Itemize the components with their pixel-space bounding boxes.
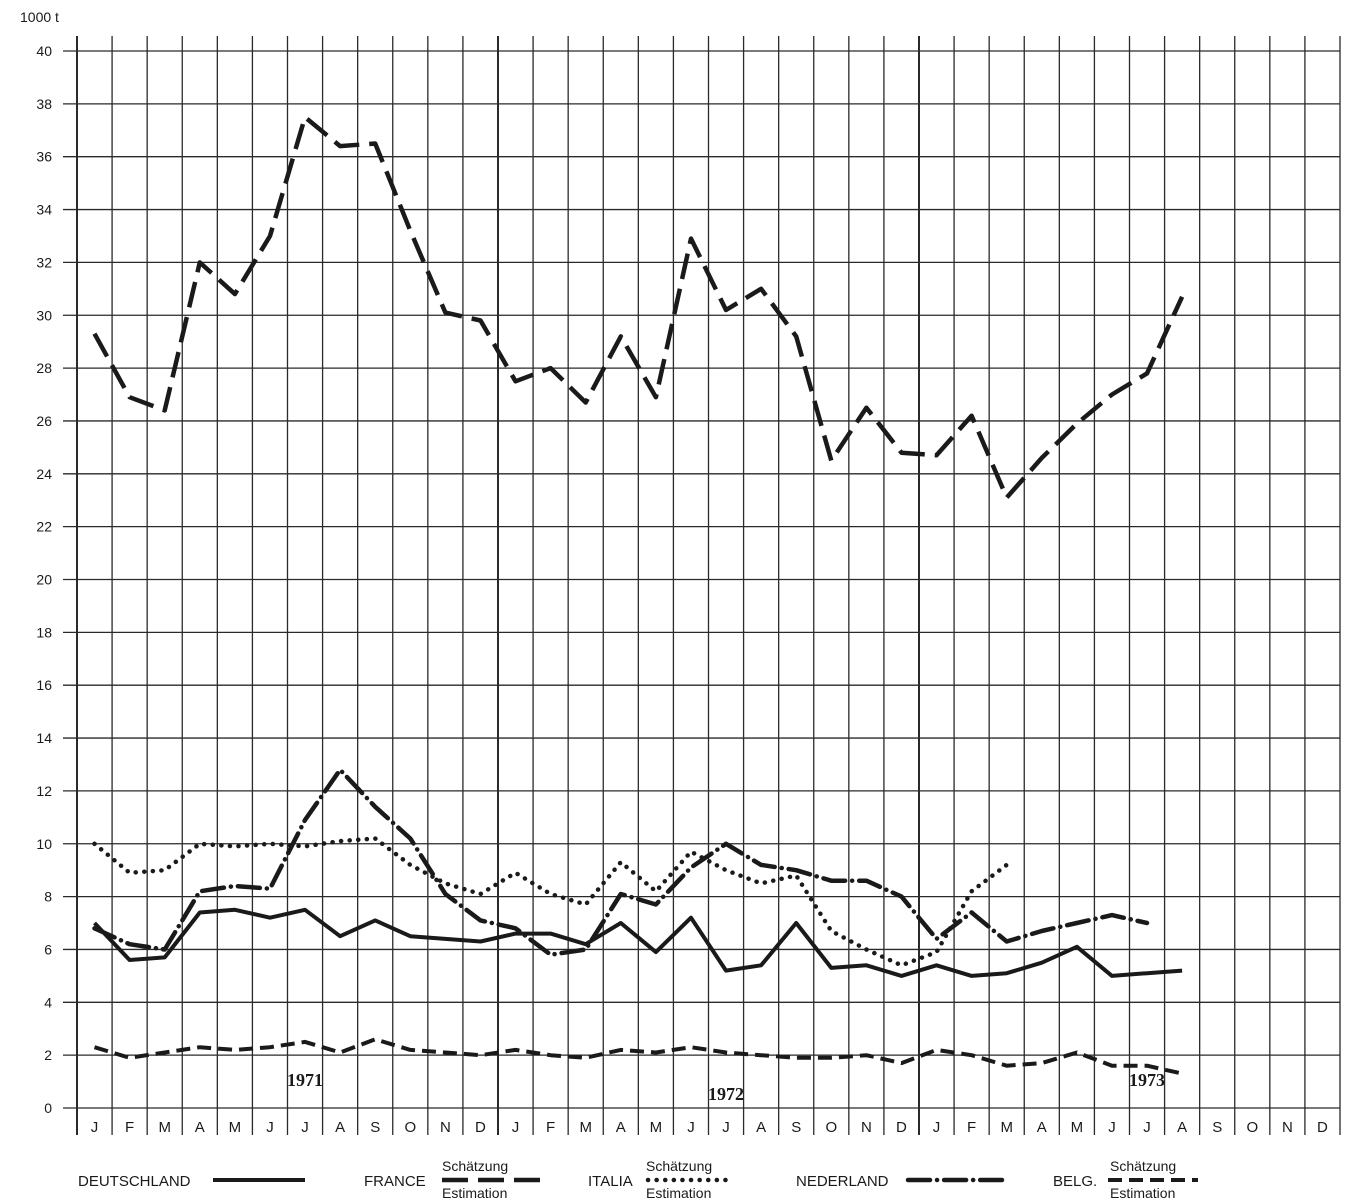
x-tick-label: A	[616, 1119, 626, 1136]
x-tick-label: M	[1071, 1119, 1084, 1136]
x-tick-label: F	[125, 1119, 134, 1136]
y-tick-label: 26	[36, 413, 52, 429]
y-tick-label: 6	[44, 941, 52, 957]
x-tick-label: O	[1246, 1119, 1258, 1136]
x-tick-label: J	[301, 1119, 309, 1136]
legend-label: DEUTSCHLAND	[78, 1173, 191, 1190]
x-tick-label: M	[158, 1119, 171, 1136]
x-tick-label: J	[687, 1119, 695, 1136]
x-tick-label: F	[546, 1119, 555, 1136]
x-tick-label: A	[1177, 1119, 1187, 1136]
y-tick-label: 28	[36, 360, 52, 376]
year-label: 1971	[287, 1070, 323, 1090]
x-tick-label: N	[440, 1119, 451, 1136]
series-line-deutschland	[93, 907, 1183, 978]
y-tick-label: 2	[44, 1047, 52, 1063]
legend-note-top: Schätzung	[1110, 1158, 1176, 1174]
legend-label: ITALIA	[588, 1173, 633, 1190]
y-tick-label: 0	[44, 1100, 52, 1116]
x-tick-label: M	[229, 1119, 242, 1136]
y-tick-label: 24	[36, 466, 52, 482]
y-tick-label: 16	[36, 677, 52, 693]
series-line-italia	[92, 836, 1009, 968]
x-tick-label: A	[335, 1119, 345, 1136]
x-tick-label: J	[933, 1119, 941, 1136]
legend-note-bottom: Estimation	[1110, 1185, 1175, 1201]
x-tick-label: S	[791, 1119, 801, 1136]
series-line-belg	[93, 1037, 1183, 1076]
year-label: 1973	[1129, 1070, 1165, 1090]
y-tick-label: 34	[36, 202, 52, 218]
x-tick-label: O	[825, 1119, 837, 1136]
y-tick-label: 20	[36, 572, 52, 588]
x-tick-label: F	[967, 1119, 976, 1136]
legend-note-bottom: Estimation	[646, 1185, 711, 1201]
x-tick-label: M	[1000, 1119, 1013, 1136]
y-tick-label: 22	[36, 519, 52, 535]
y-tick-label: 8	[44, 889, 52, 905]
legend-note-bottom: Estimation	[442, 1185, 507, 1201]
legend-label: FRANCE	[364, 1173, 426, 1190]
legend-note-top: Schätzung	[442, 1158, 508, 1174]
y-tick-label: 36	[36, 149, 52, 165]
y-tick-label: 12	[36, 783, 52, 799]
x-tick-label: D	[1317, 1119, 1328, 1136]
x-tick-label: O	[404, 1119, 416, 1136]
y-tick-label: 40	[36, 43, 52, 59]
x-tick-label: J	[266, 1119, 274, 1136]
series-line-nederland	[92, 767, 1150, 957]
x-tick-label: M	[650, 1119, 663, 1136]
year-labels: 1971 1972 1973	[287, 1070, 1165, 1104]
x-tick-label: J	[91, 1119, 99, 1136]
y-axis-unit-label: 1000 t	[20, 9, 59, 25]
x-tick-label: J	[1108, 1119, 1116, 1136]
series-line-france	[92, 114, 1185, 500]
x-tick-label: S	[370, 1119, 380, 1136]
x-tick-label: N	[861, 1119, 872, 1136]
x-tick-label: J	[512, 1119, 520, 1136]
x-tick-label: S	[1212, 1119, 1222, 1136]
x-tick-label: M	[579, 1119, 592, 1136]
x-tick-label: J	[722, 1119, 730, 1136]
legend-note-top: Schätzung	[646, 1158, 712, 1174]
x-tick-label: N	[1282, 1119, 1293, 1136]
x-tick-label: A	[756, 1119, 766, 1136]
legend-label: NEDERLAND	[796, 1173, 889, 1190]
y-tick-label: 14	[36, 730, 52, 746]
x-tick-label: D	[896, 1119, 907, 1136]
y-tick-label: 30	[36, 307, 52, 323]
y-tick-label: 18	[36, 624, 52, 640]
x-tick-label: A	[1037, 1119, 1047, 1136]
x-tick-label: A	[195, 1119, 205, 1136]
year-label: 1972	[708, 1084, 744, 1104]
y-tick-label: 38	[36, 96, 52, 112]
x-tick-label: J	[1143, 1119, 1151, 1136]
series-lines	[92, 114, 1185, 1076]
y-tick-label: 32	[36, 254, 52, 270]
legend-label: BELG.	[1053, 1173, 1097, 1190]
x-tick-label: D	[475, 1119, 486, 1136]
y-tick-label: 4	[44, 994, 52, 1010]
y-tick-label: 10	[36, 836, 52, 852]
legend: DEUTSCHLAND FRANCE Schätzung Estimation ITAL…	[78, 1158, 1198, 1201]
